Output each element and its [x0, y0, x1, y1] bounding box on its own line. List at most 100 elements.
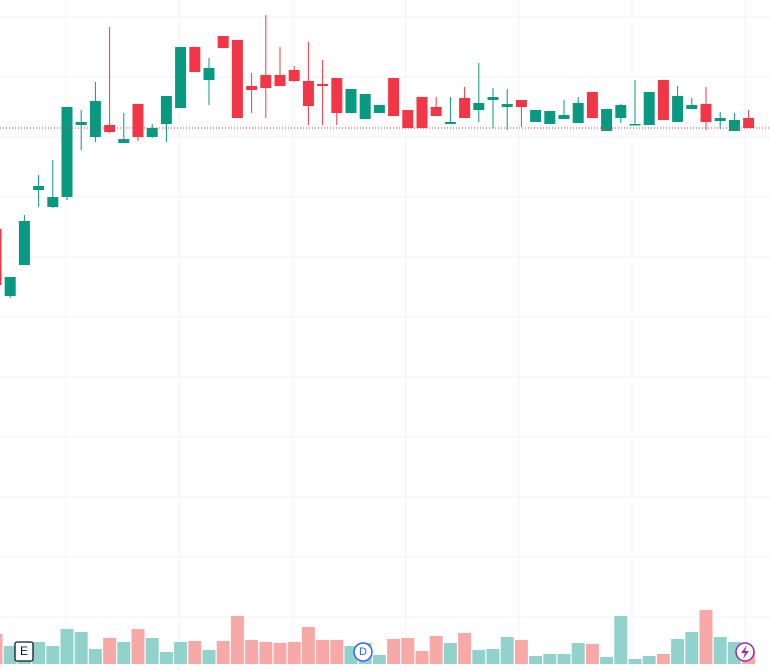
candle-body	[444, 122, 456, 124]
candle-body	[33, 186, 45, 190]
candle-body	[302, 81, 314, 106]
candle-body	[288, 70, 300, 81]
volume-bar	[259, 642, 273, 664]
volume-bar	[316, 640, 330, 664]
volume-pane	[0, 610, 756, 664]
candle-body	[89, 101, 101, 137]
candle-body	[160, 96, 172, 124]
volume-bar	[415, 651, 429, 664]
volume-bar	[529, 656, 543, 664]
candle-body	[402, 110, 414, 128]
volume-bar	[245, 640, 259, 664]
dividend-marker-label: D	[359, 646, 367, 658]
candle-body	[430, 107, 442, 116]
price-pane	[0, 15, 770, 298]
volume-bar	[387, 639, 401, 664]
candle-body	[530, 110, 542, 122]
volume-bar	[472, 650, 486, 664]
volume-bar	[174, 642, 188, 664]
volume-bar	[117, 642, 131, 664]
candle-body	[501, 104, 513, 107]
candle-body	[331, 78, 343, 113]
overlay: E D	[14, 641, 755, 662]
volume-bar	[0, 634, 3, 664]
volume-bar	[230, 616, 244, 664]
candle-body	[104, 125, 116, 132]
candle-body	[4, 277, 16, 296]
candle-body	[657, 80, 669, 120]
volume-bar	[88, 649, 102, 664]
volume-bar	[372, 655, 386, 664]
candle-body	[118, 139, 130, 143]
candle-body	[274, 75, 286, 86]
volume-bar	[103, 638, 117, 664]
candle-body	[246, 86, 258, 90]
candle-body	[544, 111, 556, 124]
volume-bar	[458, 633, 472, 664]
candle-body	[700, 104, 712, 122]
volume-bar	[273, 643, 287, 664]
candle-body	[558, 115, 570, 119]
candle-body	[416, 97, 428, 128]
volume-bar	[46, 646, 60, 664]
candle-body	[175, 47, 187, 108]
candle-body	[231, 40, 243, 118]
volume-bar	[557, 654, 571, 664]
volume-bar	[216, 641, 230, 664]
candle-body	[515, 100, 527, 107]
candle-body	[317, 84, 329, 86]
volume-bar	[32, 642, 46, 664]
candle-body	[672, 96, 684, 122]
candle-body	[743, 118, 755, 128]
candle-body	[714, 118, 726, 121]
event-marker-label: E	[20, 644, 28, 658]
volume-bar	[713, 637, 727, 664]
volume-bar	[699, 610, 713, 664]
volume-bar	[656, 654, 670, 664]
dividend-marker[interactable]	[353, 642, 373, 662]
volume-bar	[188, 641, 202, 664]
candle-body	[686, 105, 698, 109]
candle-body	[572, 103, 584, 123]
volume-bar	[585, 644, 599, 664]
candle-body	[459, 98, 471, 118]
event-marker[interactable]	[14, 641, 34, 662]
candle-body	[615, 105, 627, 118]
volume-bar	[486, 649, 500, 664]
candle-body	[203, 68, 215, 80]
volume-bar	[159, 652, 173, 664]
candle-body	[473, 103, 485, 110]
volume-bar	[614, 616, 628, 664]
candle-body	[388, 78, 400, 116]
volume-bar	[3, 646, 17, 664]
candle-body	[75, 122, 87, 125]
volume-bar	[202, 650, 216, 664]
candle-body	[487, 97, 499, 100]
volume-bar	[671, 639, 685, 664]
candle-body	[629, 124, 641, 126]
volume-bar	[514, 640, 528, 664]
volume-bar	[401, 638, 415, 664]
volume-bar	[330, 640, 344, 664]
volume-bar	[145, 638, 159, 664]
candle-body	[0, 229, 2, 285]
volume-bar	[543, 654, 557, 664]
candle-body	[47, 197, 59, 207]
candle-body	[345, 89, 357, 113]
volume-bar	[642, 656, 656, 664]
candle-body	[146, 128, 158, 137]
volume-bar	[500, 637, 514, 664]
volume-bar	[131, 629, 145, 664]
volume-bar	[685, 632, 699, 664]
volume-bar	[443, 643, 457, 664]
candle-body	[260, 75, 272, 88]
volume-bar	[429, 636, 443, 664]
volume-bar	[60, 629, 74, 664]
volume-bar	[571, 643, 585, 664]
candle-body	[18, 221, 30, 265]
volume-bar	[301, 627, 315, 664]
candle-body	[189, 47, 201, 72]
volume-bar	[287, 642, 301, 664]
candle-body	[61, 107, 73, 197]
